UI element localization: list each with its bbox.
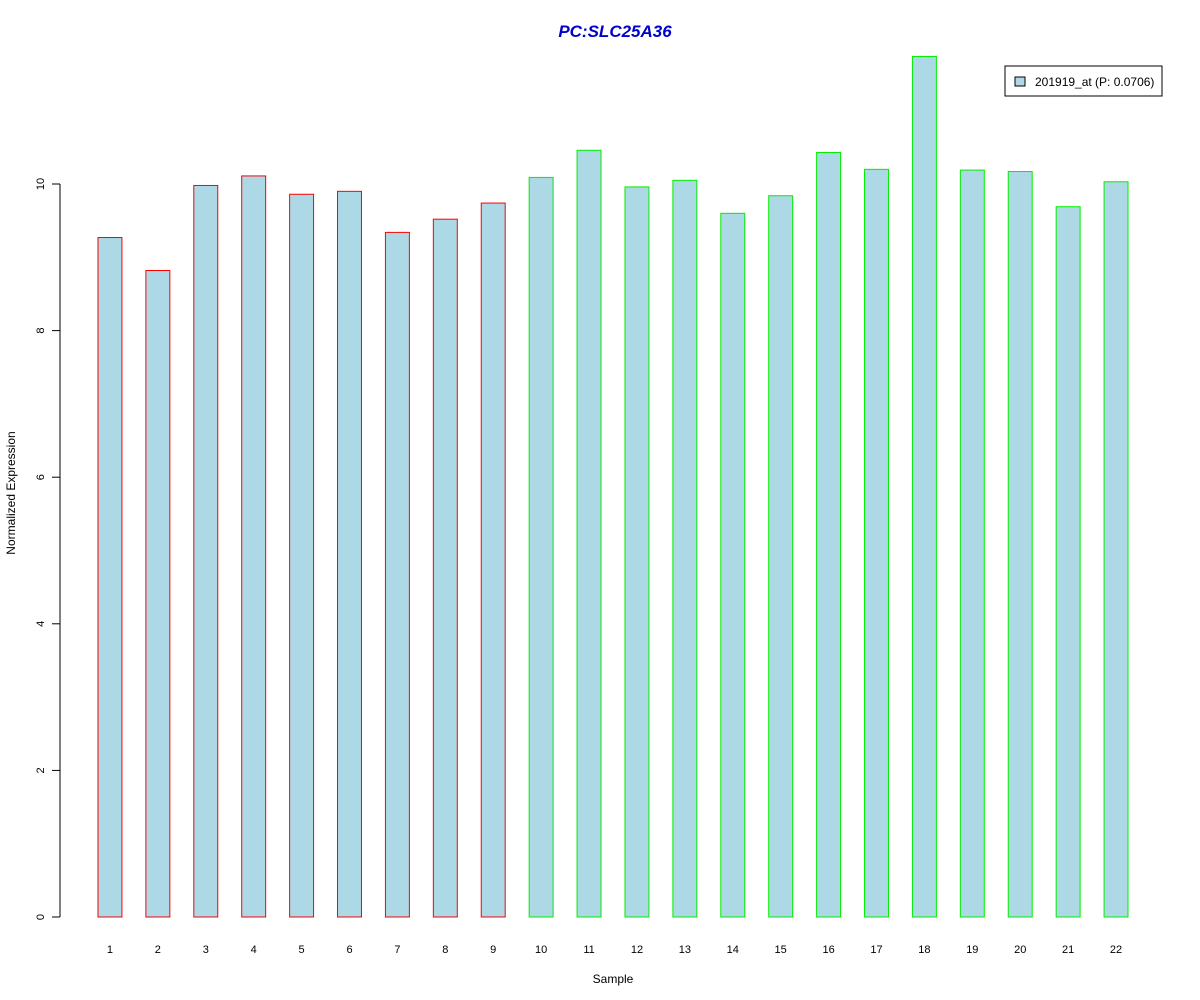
bar [720, 212, 746, 918]
bar [337, 190, 362, 918]
bars [97, 55, 1129, 918]
bar [1055, 206, 1081, 918]
y-tick-label: 10 [35, 178, 47, 190]
bar [480, 202, 506, 918]
x-tick-label: 19 [966, 944, 978, 956]
bar [1103, 181, 1129, 918]
x-tick-label: 20 [1014, 944, 1026, 956]
bar [864, 168, 889, 918]
x-tick-label: 11 [583, 944, 594, 956]
bar [241, 175, 267, 918]
bar [911, 55, 937, 918]
y-tick-label: 8 [35, 328, 47, 334]
x-tick-label: 3 [203, 944, 209, 956]
bar [816, 151, 842, 918]
x-tick-label: 16 [822, 944, 834, 956]
bar [432, 218, 458, 918]
x-tick-label: 22 [1110, 944, 1122, 956]
x-tick-label: 18 [918, 944, 930, 956]
x-axis-label: Sample [593, 972, 634, 986]
legend: 201919_at (P: 0.0706) [1004, 65, 1163, 97]
legend-label: 201919_at (P: 0.0706) [1035, 75, 1154, 89]
x-tick-label: 1 [107, 944, 113, 956]
x-tick-label: 4 [251, 944, 257, 956]
bar [672, 179, 698, 918]
x-tick-label: 15 [775, 944, 787, 956]
bar [528, 176, 554, 918]
y-tick-label: 0 [35, 914, 47, 920]
x-tick-label: 12 [631, 944, 643, 956]
bar [384, 231, 410, 918]
y-axis-label: Normalized Expression [4, 431, 18, 554]
x-tick-label: 7 [394, 944, 400, 956]
x-tick-labels: 1 2 3 4 5 6 7 8 9 10 11 12 13 14 15 16 17 18 19 20 21 22 [107, 944, 1122, 956]
chart-title: PC:SLC25A36 [558, 22, 672, 41]
x-tick-label: 5 [299, 944, 305, 956]
y-tick-label: 4 [35, 621, 47, 627]
bar [576, 149, 602, 918]
x-tick-label: 9 [490, 944, 496, 956]
bar [1007, 171, 1033, 918]
x-tick-label: 2 [155, 944, 161, 956]
legend-swatch [1014, 76, 1026, 87]
y-axis: 0 2 4 6 8 10 [35, 178, 61, 920]
x-tick-label: 21 [1062, 944, 1074, 956]
bar [97, 237, 123, 918]
bar [145, 269, 171, 918]
y-tick-label: 2 [35, 767, 47, 773]
x-tick-label: 17 [870, 944, 882, 956]
bar [768, 195, 794, 918]
x-tick-label: 8 [442, 944, 448, 956]
x-tick-label: 6 [346, 944, 352, 956]
legend-box [1004, 65, 1163, 97]
x-tick-label: 14 [727, 944, 739, 956]
bar [959, 169, 985, 918]
bar [289, 193, 315, 918]
bar [624, 186, 650, 918]
x-tick-label: 10 [535, 944, 547, 956]
y-tick-label: 6 [35, 474, 47, 480]
x-tick-label: 13 [679, 944, 691, 956]
bar [193, 184, 219, 918]
